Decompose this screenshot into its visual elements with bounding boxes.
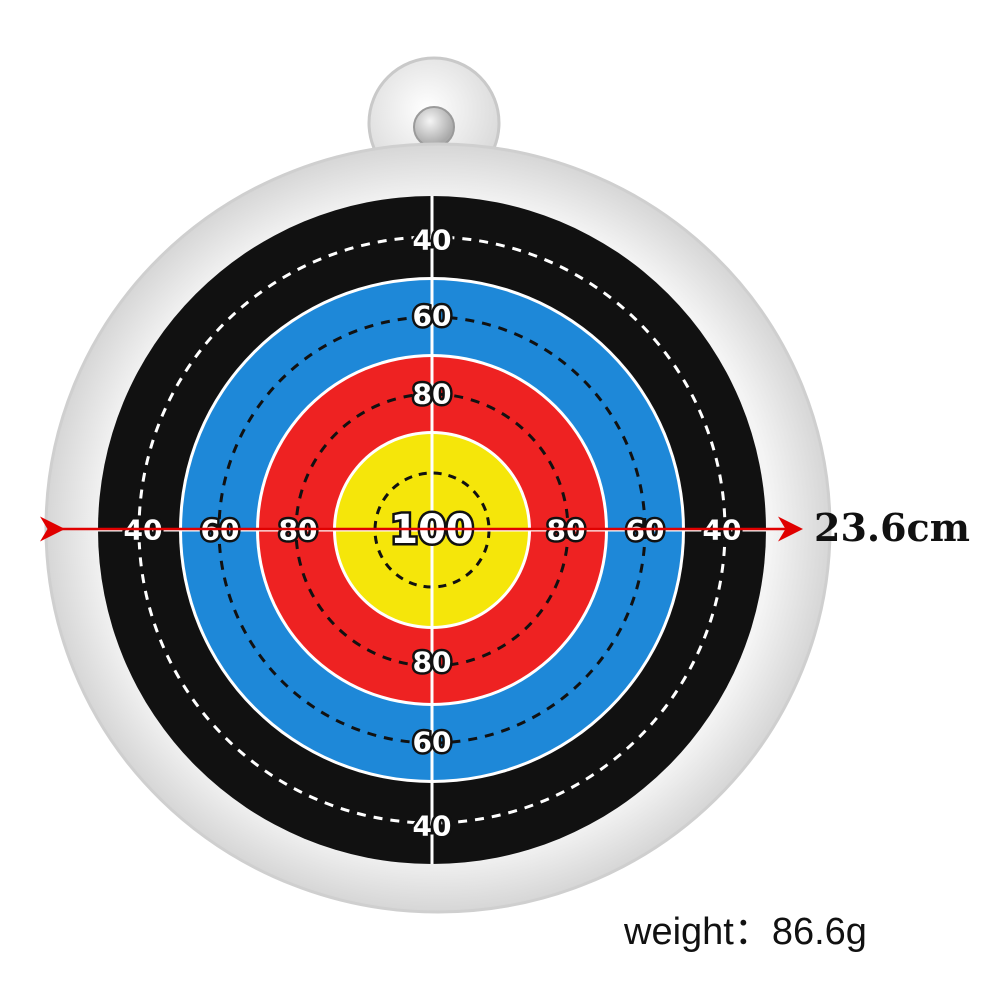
score-label-40-bottom: 40 xyxy=(413,810,452,843)
diameter-label: 23.6cm xyxy=(814,505,970,550)
diameter-dimension: 23.6cm xyxy=(40,505,970,550)
score-label-80-bottom: 80 xyxy=(413,646,452,679)
score-label-80-top: 80 xyxy=(413,378,452,411)
score-label-60-top: 60 xyxy=(413,300,452,333)
score-label-60-bottom: 60 xyxy=(413,726,452,759)
weight-label: weight：86.6g xyxy=(624,911,867,953)
score-label-40-top: 40 xyxy=(413,224,452,257)
